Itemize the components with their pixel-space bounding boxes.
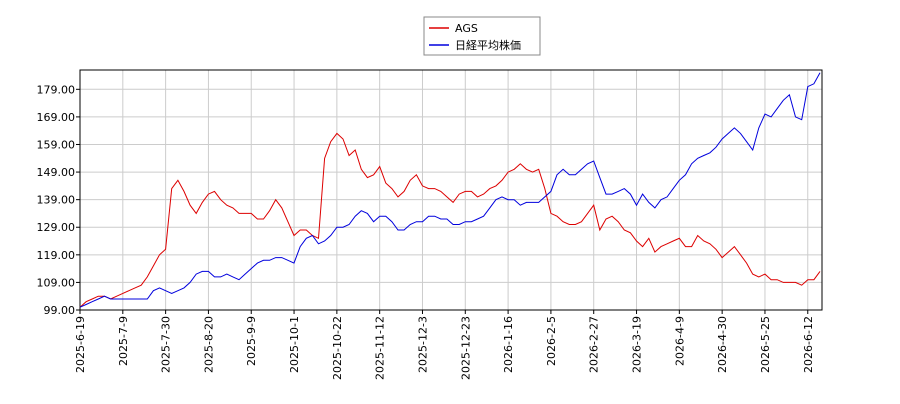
x-tick-label: 2025-6-19 — [74, 316, 87, 373]
x-tick-label: 2026-6-12 — [802, 316, 815, 373]
x-tick-label: 2026-1-16 — [502, 316, 515, 373]
x-tick-label: 2026-2-5 — [545, 316, 558, 366]
x-tick-label: 2025-12-3 — [416, 316, 429, 373]
x-tick-label: 2025-9-9 — [245, 316, 258, 366]
y-tick-label: 159.00 — [37, 138, 76, 151]
legend-label: 日経平均株価 — [455, 38, 521, 52]
x-tick-label: 2025-7-30 — [160, 316, 173, 373]
y-tick-label: 179.00 — [37, 83, 76, 96]
y-tick-label: 119.00 — [37, 249, 76, 262]
legend-label: AGS — [455, 22, 478, 35]
y-tick-label: 139.00 — [37, 194, 76, 207]
legend-box — [423, 16, 541, 56]
x-tick-label: 2025-10-22 — [331, 316, 344, 380]
y-tick-label: 109.00 — [37, 276, 76, 289]
x-tick-label: 2026-4-30 — [716, 316, 729, 373]
y-tick-label: 169.00 — [37, 111, 76, 124]
x-tick-label: 2026-3-19 — [631, 316, 644, 373]
x-tick-label: 2026-4-9 — [673, 316, 686, 366]
x-tick-label: 2026-2-27 — [588, 316, 601, 373]
x-tick-label: 2025-12-23 — [459, 316, 472, 380]
y-tick-label: 129.00 — [37, 221, 76, 234]
x-tick-label: 2026-5-25 — [759, 316, 772, 373]
x-tick-label: 2025-10-1 — [288, 316, 301, 373]
x-tick-label: 2025-11-12 — [374, 316, 387, 380]
y-tick-label: 99.00 — [44, 304, 76, 317]
plot-area — [79, 69, 823, 311]
series-line — [79, 132, 821, 308]
plot-frame — [79, 69, 823, 311]
x-tick-label: 2025-7-9 — [117, 316, 130, 366]
y-tick-label: 149.00 — [37, 166, 76, 179]
series-line — [79, 72, 821, 308]
x-tick-label: 2025-8-20 — [202, 316, 215, 373]
